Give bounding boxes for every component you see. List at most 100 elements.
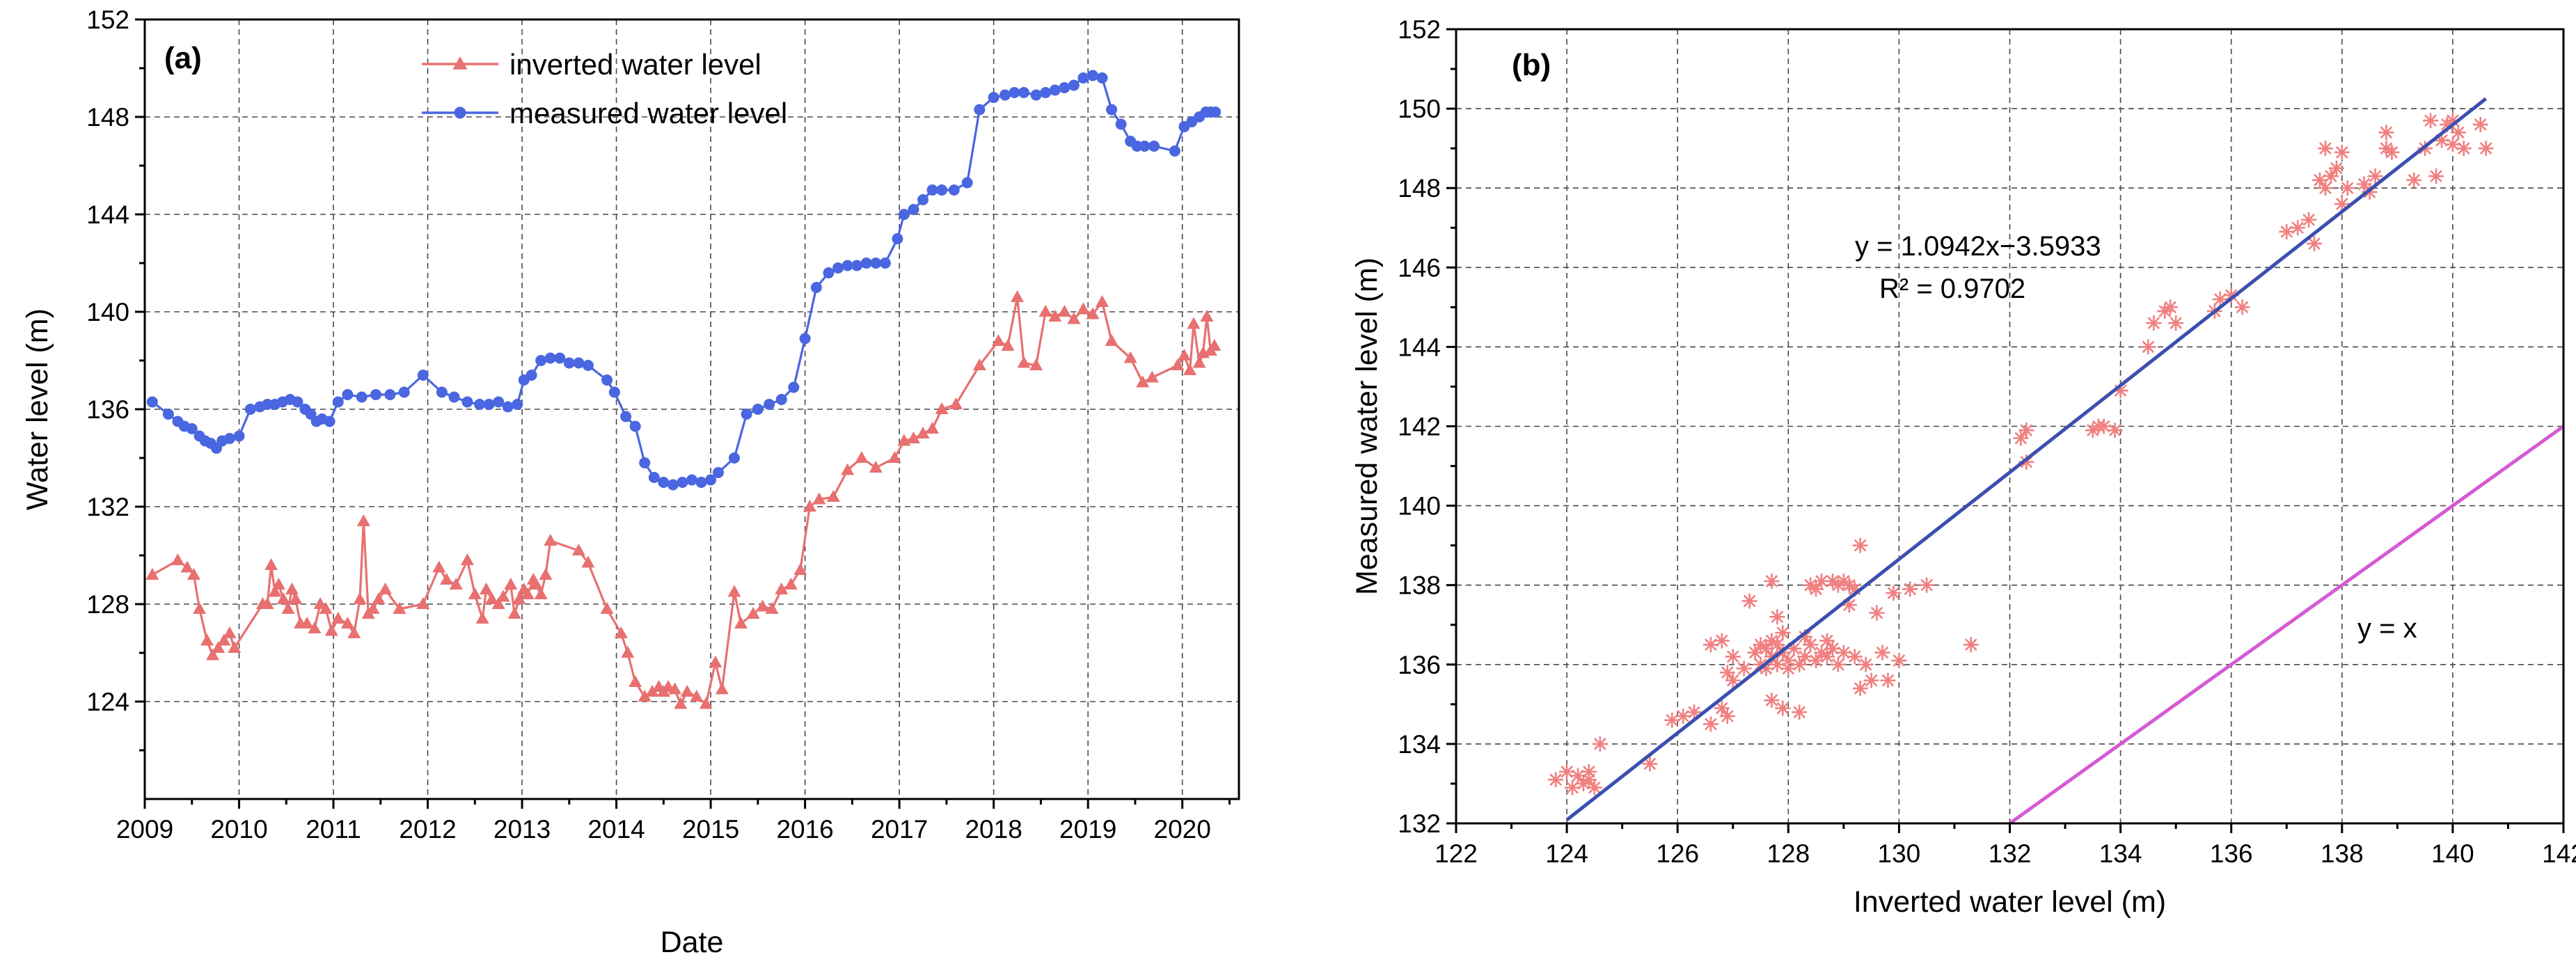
data-point-triangle [271,578,285,590]
scatter-point-asterisk [1919,577,1935,593]
data-point-circle [535,355,547,366]
data-point-triangle [734,617,748,628]
scatter-point-asterisk [1824,573,1840,589]
fit-equation-annotation: y = 1.0942x−3.5933 [1855,231,2101,262]
data-point-triangle [1177,349,1191,361]
scatter-point-asterisk [2279,223,2295,239]
data-point-triangle [539,568,553,580]
x-tick-label: 2015 [682,815,739,844]
data-point-circle [324,416,335,427]
data-point-circle [841,260,853,271]
data-point-triangle [571,544,585,555]
panel-b-scatter-chart: 122 124 126 128 130 132 134 136 138 140 142 132 134 1… [1350,15,2576,919]
data-point-triangle [171,553,184,565]
data-point-triangle [638,690,651,702]
scatter-point-asterisk [1753,637,1769,653]
data-point-circle [686,474,697,486]
scatter-point-asterisk [2367,168,2383,184]
scatter-point-asterisk [2163,299,2179,315]
y-tick-label: 152 [86,6,129,34]
scatter-point-asterisk [1719,708,1735,724]
x-tick-label: 2017 [871,815,928,844]
data-point-circle [832,262,844,274]
scatter-point-asterisk [1725,672,1741,688]
x-tick-label: 122 [1435,839,1478,868]
scatter-point-asterisk [2378,125,2394,141]
x-tick-label: 2013 [493,815,551,844]
data-point-circle [851,260,863,271]
data-point-triangle [1208,339,1222,351]
scatter-point-asterisk [1847,581,1863,597]
x-tick-label: 126 [1656,839,1699,868]
y-tick-label: 142 [1398,413,1441,441]
data-point-circle [788,381,800,393]
legend-triangle-marker-icon [452,56,468,70]
data-point-triangle [529,578,543,590]
scatter-point-asterisk [2406,172,2422,188]
data-point-triangle [285,583,299,594]
data-point-circle [639,457,651,468]
data-point-circle [417,370,429,381]
data-point-triangle [756,599,770,612]
data-point-circle [162,409,174,420]
data-point-triangle [507,607,521,619]
data-point-triangle [1076,302,1090,315]
scatter-point-asterisk [1736,660,1752,677]
scatter-point-asterisk [1592,736,1608,752]
data-point-triangle [521,587,535,599]
data-point-triangle [180,560,194,573]
data-point-circle [898,209,910,220]
data-point-circle [1106,104,1118,116]
data-point-circle [1210,106,1222,118]
data-point-circle [1009,87,1020,98]
data-point-circle [775,394,787,405]
data-point-circle [926,184,938,196]
scatter-point-asterisk [2018,454,2034,470]
data-point-circle [1059,82,1070,93]
scatter-point-asterisk [2378,141,2394,157]
scatter-point-asterisk [2234,299,2250,315]
data-point-triangle [187,568,200,580]
data-point-circle [223,433,235,444]
scatter-point-asterisk [1747,644,1763,660]
legend-measured-label: measured water level [509,97,787,129]
scatter-point-asterisk [1814,644,1830,660]
scatter-point-asterisk [2334,196,2350,212]
panel-a-ticks: 2009 2010 2011 2012 2013 2014 2015 2016 2017 2018… [86,6,1231,844]
data-point-triangle [855,451,869,463]
y-tick-label: 124 [86,688,129,716]
data-point-triangle [193,602,207,614]
panel-a-x-axis-label: Date [661,926,724,959]
data-point-circle [608,386,620,398]
x-tick-label: 130 [1878,839,1921,868]
data-point-triangle [356,514,370,526]
data-point-triangle [440,573,454,585]
data-point-circle [448,391,460,403]
series-inverted [145,290,1222,709]
y-tick-label: 132 [1398,809,1441,838]
data-point-triangle [331,612,345,624]
x-tick-label: 138 [2321,839,2364,868]
data-point-circle [332,396,344,408]
data-point-triangle [308,622,322,633]
data-point-circle [667,479,679,491]
scatter-point-asterisk [1714,700,1730,716]
data-point-triangle [581,555,595,568]
scatter-point-asterisk [1764,649,1780,665]
data-point-circle [244,404,256,415]
scatter-point-asterisk [1548,772,1564,788]
scatter-point-asterisk [1803,637,1819,653]
data-point-circle [601,374,613,386]
scatter-point-asterisk [1863,672,1879,688]
scatter-point-asterisk [1775,700,1791,716]
data-point-triangle [228,641,242,653]
data-point-circle [948,184,960,196]
scatter-point-asterisk [1769,637,1785,653]
fit-line [1565,97,2488,821]
data-point-triangle [1038,305,1052,317]
data-point-circle [974,104,986,116]
data-point-circle [629,420,641,432]
x-tick-label: 2009 [116,815,173,844]
data-point-circle [554,352,566,364]
